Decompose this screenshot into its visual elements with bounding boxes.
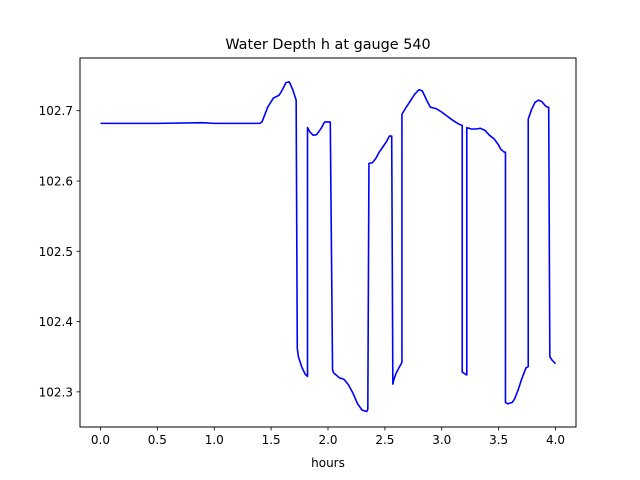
x-tick-label: 4.0: [546, 433, 565, 447]
x-tick-label: 1.5: [262, 433, 281, 447]
x-tick-label: 1.0: [205, 433, 224, 447]
x-axis-ticks: 0.0 0.5 1.0 1.5 2.0 2.5 3.0 3.5 4.0: [91, 427, 565, 447]
chart-title: Water Depth h at gauge 540: [225, 37, 430, 53]
x-tick-label: 0.5: [148, 433, 167, 447]
y-tick-label: 102.5: [39, 245, 73, 259]
y-tick-label: 102.3: [39, 385, 73, 399]
x-axis-title: hours: [311, 456, 345, 470]
series-line-water-depth: [100, 81, 557, 413]
x-tick-label: 3.0: [432, 433, 451, 447]
x-tick-label: 2.0: [318, 433, 337, 447]
x-tick-label: 3.5: [489, 433, 508, 447]
x-tick-label: 0.0: [91, 433, 110, 447]
y-tick-label: 102.6: [39, 175, 73, 189]
y-axis-ticks: 102.3 102.4 102.5 102.6 102.7: [39, 104, 80, 399]
y-tick-label: 102.7: [39, 104, 73, 118]
y-tick-label: 102.4: [39, 315, 73, 329]
x-tick-label: 2.5: [375, 433, 394, 447]
